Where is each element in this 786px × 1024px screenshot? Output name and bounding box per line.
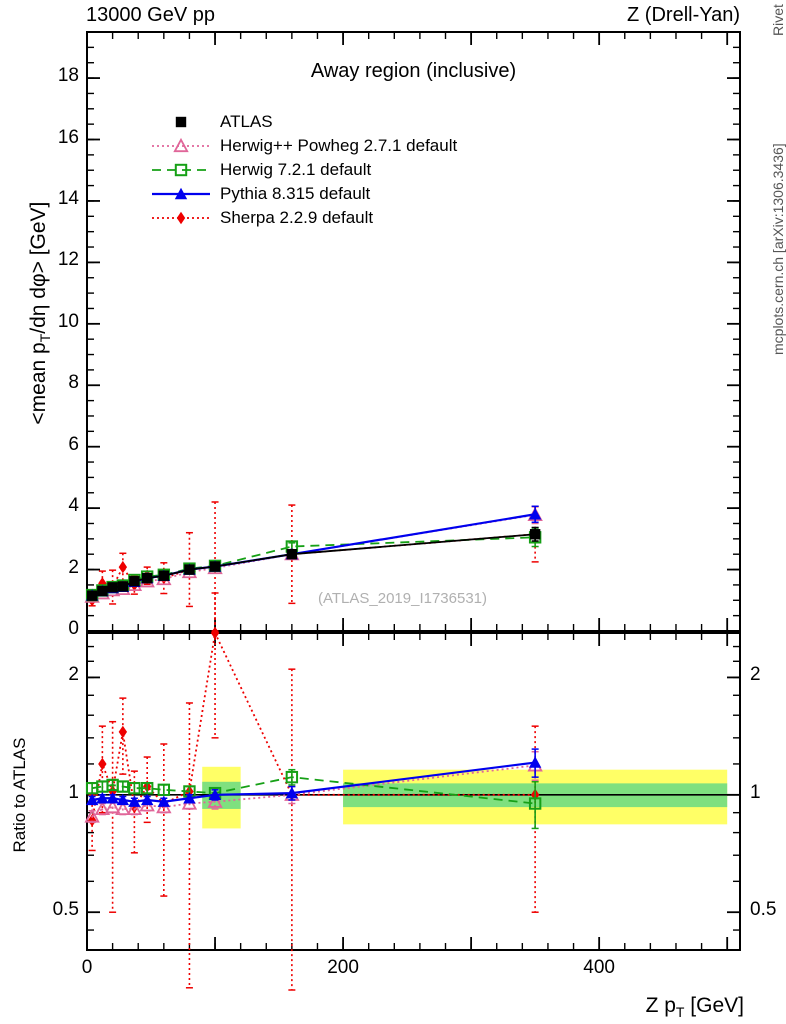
legend-key-herwigpp-powheg (150, 134, 212, 158)
y-tick-label: 2 (68, 556, 79, 578)
y-tick-label: 6 (68, 433, 79, 455)
x-tick-label: 200 (327, 957, 359, 978)
rivet-version-caption: Rivet 4.1.0, ≥ 1.7M events (770, 0, 786, 36)
y-tick-label: 2 (68, 664, 79, 686)
legend-key-sherpa (150, 206, 212, 230)
legend-label-herwigpp-powheg: Herwig++ Powheg 2.7.1 default (220, 136, 458, 155)
analysis-watermark: (ATLAS_2019_I1736531) (318, 590, 488, 607)
header-process-label: Z (Drell-Yan) (627, 4, 740, 26)
legend-label-atlas: ATLAS (220, 112, 273, 131)
y-tick-label: 10 (57, 310, 79, 332)
y-tick-label: 12 (57, 249, 79, 271)
legend-key-pythia8 (150, 182, 212, 206)
ratio-plot-panel (86, 632, 741, 951)
page-title: Away region (inclusive) (310, 60, 517, 82)
y-tick-label: 4 (68, 495, 79, 517)
y-tick-label: 8 (68, 372, 79, 394)
legend-label-sherpa: Sherpa 2.2.9 default (220, 208, 374, 227)
y-tick-label: 0 (68, 618, 79, 639)
mcplots-source-caption: mcplots.cern.ch [arXiv:1306.3436] (770, 143, 786, 355)
x-tick-label: 400 (583, 957, 615, 978)
y-tick-label: 14 (57, 187, 79, 209)
legend: ATLAS Herwig++ Powheg 2.7.1 default Herw… (150, 110, 457, 230)
legend-marker-square-filled (175, 116, 187, 128)
legend-label-herwig7: Herwig 7.2.1 default (220, 160, 372, 179)
legend-marker-triangle-filled (152, 187, 210, 200)
legend-item-atlas[interactable]: ATLAS (150, 110, 457, 134)
legend-label-pythia8: Pythia 8.315 default (220, 184, 371, 203)
legend-marker-square-open (152, 163, 210, 177)
legend-key-herwig7 (150, 158, 212, 182)
x-tick-label: 0 (81, 957, 93, 978)
header-collision-energy: 13000 GeV pp (86, 4, 215, 26)
legend-marker-diamond-filled (152, 211, 210, 225)
y-tick-label-right: 0.5 (750, 899, 777, 921)
y-tick-label: 16 (57, 126, 79, 148)
legend-item-herwig7[interactable]: Herwig 7.2.1 default (150, 158, 457, 182)
y-tick-label: 0.5 (52, 899, 79, 921)
legend-key-atlas (150, 110, 212, 134)
y-tick-label-right: 1 (750, 781, 761, 803)
legend-item-herwigpp-powheg[interactable]: Herwig++ Powheg 2.7.1 default (150, 134, 457, 158)
legend-item-pythia8[interactable]: Pythia 8.315 default (150, 182, 457, 206)
legend-marker-triangle-open (152, 137, 210, 153)
y-tick-label-right: 2 (750, 664, 761, 686)
y-tick-label: 1 (68, 781, 79, 803)
legend-item-sherpa[interactable]: Sherpa 2.2.9 default (150, 206, 457, 230)
x-axis-label: Z pT [GeV] (645, 993, 744, 1020)
y-tick-label: 18 (57, 65, 79, 87)
